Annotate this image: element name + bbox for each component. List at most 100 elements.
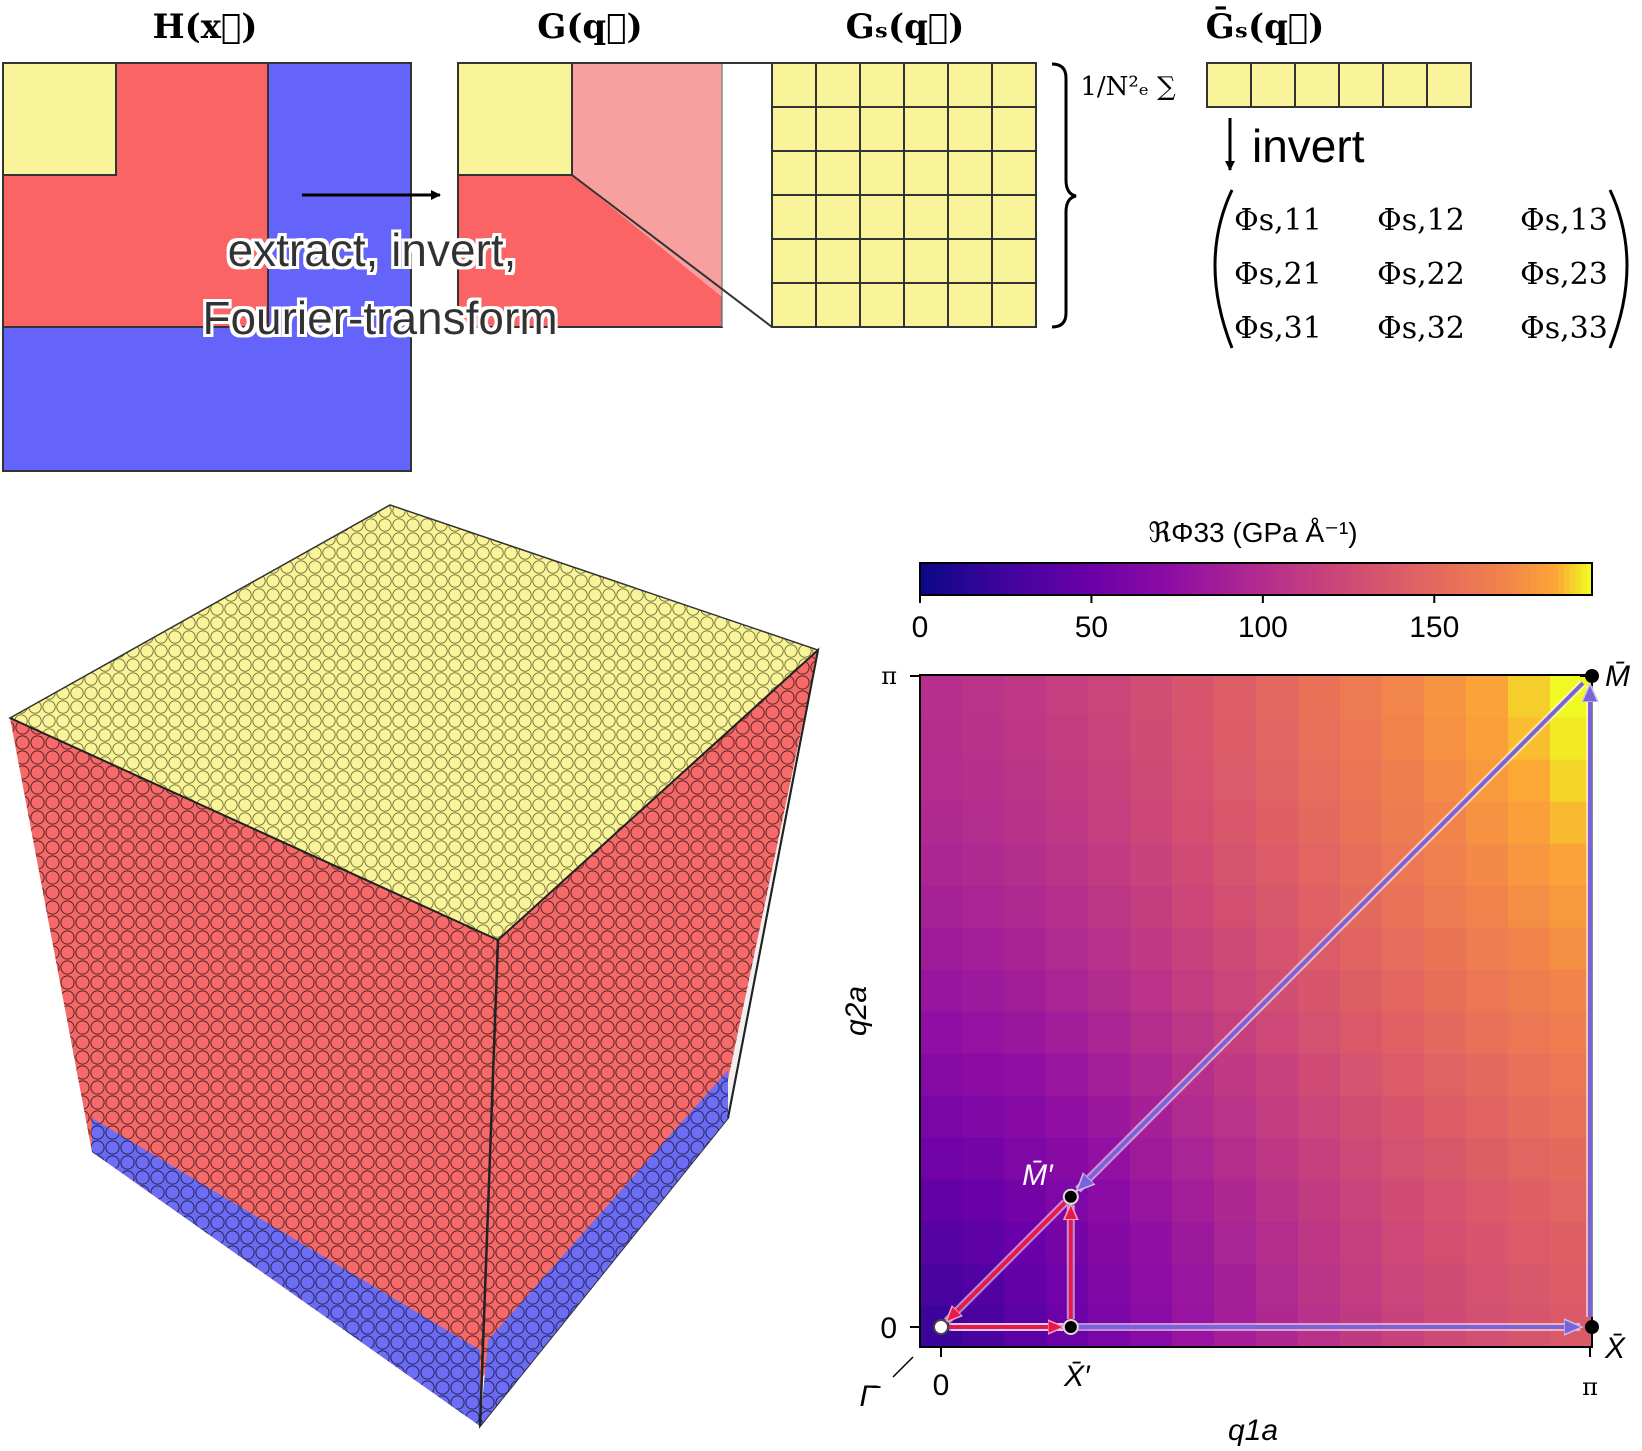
heatmap-cell xyxy=(1508,675,1551,718)
heatmap-cell xyxy=(1382,1095,1425,1138)
colorbar-segment xyxy=(1580,563,1587,595)
q-point-marker xyxy=(1585,1320,1599,1334)
colorbar-segment xyxy=(1524,563,1531,595)
heatmap-cell xyxy=(1382,675,1425,718)
colorbar-segment xyxy=(1183,563,1190,595)
colorbar-segment xyxy=(1558,563,1565,595)
colorbar-segment xyxy=(1356,563,1363,595)
colorbar-segment xyxy=(1306,563,1313,595)
colorbar-segment xyxy=(1211,563,1218,595)
heatmap-cell xyxy=(1466,843,1509,886)
heatmap-cell xyxy=(1340,1137,1383,1180)
heatmap-cell xyxy=(1382,1179,1425,1222)
heatmap-cell xyxy=(1172,885,1215,928)
colorbar-segment xyxy=(1334,563,1341,595)
colorbar-segment xyxy=(1172,563,1179,595)
colorbar-segment xyxy=(1160,563,1167,595)
colorbar-segment xyxy=(1552,563,1559,595)
heatmap-cell xyxy=(1508,1053,1551,1096)
heatmap-cell xyxy=(1466,1011,1509,1054)
heatmap-cell xyxy=(920,717,963,760)
colorbar-segment xyxy=(1569,563,1576,595)
heatmap-cell xyxy=(962,717,1005,760)
heatmap-cell xyxy=(1130,1179,1173,1222)
heatmap-cell xyxy=(1508,843,1551,886)
colorbar-tick-label: 0 xyxy=(912,611,929,644)
heatmap-cell xyxy=(1088,1221,1131,1264)
heatmap-cell xyxy=(1088,1179,1131,1222)
colorbar-segment xyxy=(1127,563,1134,595)
heatmap-cell xyxy=(1508,1137,1551,1180)
colorbar-segment xyxy=(1054,563,1061,595)
heatmap-cell xyxy=(1172,759,1215,802)
invert-label: invert xyxy=(1252,120,1365,172)
heatmap-cell xyxy=(1424,1053,1467,1096)
heatmap-cell xyxy=(962,1095,1005,1138)
heatmap-cell xyxy=(1088,675,1131,718)
gs-q-label: Gₛ(q⃗) xyxy=(846,7,965,47)
heatmap-cell xyxy=(1046,675,1089,718)
heatmap-cell xyxy=(1214,1053,1257,1096)
y-tick-label: 0 xyxy=(880,1312,897,1345)
colorbar-segment xyxy=(1026,563,1033,595)
colorbar-segment xyxy=(1020,563,1027,595)
heatmap-cell xyxy=(1382,1011,1425,1054)
heatmap-cell xyxy=(1172,801,1215,844)
phi-matrix-entry: Φs,22 xyxy=(1377,257,1465,292)
heatmap-cell xyxy=(1424,969,1467,1012)
heatmap-cell xyxy=(1256,1179,1299,1222)
heatmap-cell xyxy=(1298,1137,1341,1180)
heatmap-cell xyxy=(1004,675,1047,718)
colorbar-segment xyxy=(1037,563,1044,595)
colorbar-segment xyxy=(1256,563,1263,595)
heatmap-cell xyxy=(1508,969,1551,1012)
heatmap-cell xyxy=(1508,801,1551,844)
heatmap-cell xyxy=(1046,885,1089,928)
heatmap-cell xyxy=(920,885,963,928)
heatmap-cells xyxy=(920,675,1593,1348)
heatmap-cell xyxy=(1046,1095,1089,1138)
heatmap-cell xyxy=(1004,885,1047,928)
heatmap-cell xyxy=(1256,885,1299,928)
heatmap-cell xyxy=(1298,717,1341,760)
colorbar-segment xyxy=(1468,563,1475,595)
colorbar-segment xyxy=(981,563,988,595)
heatmap-cell xyxy=(1382,1053,1425,1096)
colorbar-segment xyxy=(1401,563,1408,595)
colorbar-segment xyxy=(1362,563,1369,595)
heatmap-cell xyxy=(1550,1011,1593,1054)
colorbar-segment xyxy=(1278,563,1285,595)
heatmap-cell xyxy=(962,675,1005,718)
heatmap-cell xyxy=(1088,843,1131,886)
heatmap-cell xyxy=(1172,969,1215,1012)
phi-matrix-entry: Φs,13 xyxy=(1520,203,1608,238)
colorbar-segment xyxy=(1015,563,1022,595)
heatmap-cell xyxy=(1004,1263,1047,1306)
heatmap-cell xyxy=(1004,843,1047,886)
heatmap-cell xyxy=(1298,969,1341,1012)
heatmap-cell xyxy=(1088,801,1131,844)
heatmap-cell xyxy=(1466,1221,1509,1264)
colorbar-segment xyxy=(1222,563,1229,595)
heatmap-cell xyxy=(1130,885,1173,928)
heatmap-cell xyxy=(1214,1263,1257,1306)
path-segment xyxy=(947,1201,1067,1321)
heatmap-cell xyxy=(1256,1221,1299,1264)
heatmap-cell xyxy=(962,843,1005,886)
heatmap-cell xyxy=(1004,1011,1047,1054)
colorbar-segment xyxy=(931,563,938,595)
heatmap-cell xyxy=(1130,1053,1173,1096)
heatmap-cell xyxy=(1256,759,1299,802)
heatmap-cell xyxy=(1046,1011,1089,1054)
heatmap-cell xyxy=(962,1137,1005,1180)
heatmap-cell xyxy=(1466,1179,1509,1222)
colorbar-segment xyxy=(1043,563,1050,595)
colorbar-segment xyxy=(1564,563,1571,595)
heatmap-cell xyxy=(1214,1221,1257,1264)
colorbar-segment xyxy=(1396,563,1403,595)
colorbar-segment xyxy=(1004,563,1011,595)
heatmap-cell xyxy=(1214,801,1257,844)
heatmap-cell xyxy=(1466,1263,1509,1306)
